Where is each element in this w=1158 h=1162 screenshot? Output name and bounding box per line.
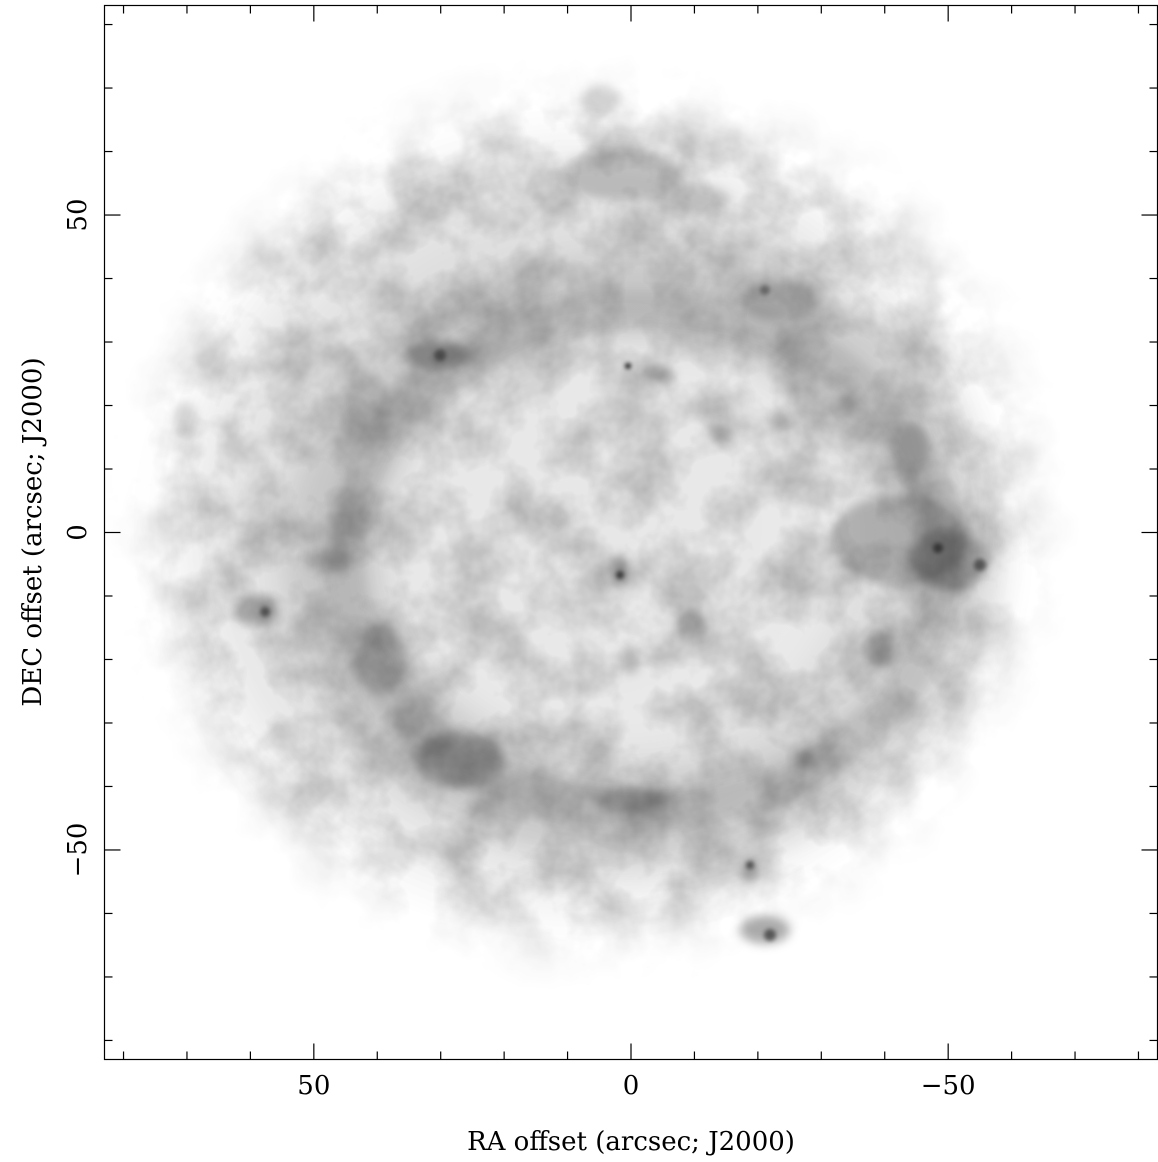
y-tick-label: −50 [63, 823, 93, 878]
remnant-image [104, 5, 1158, 1060]
x-tick-label: 50 [297, 1071, 330, 1101]
x-tick-label: 0 [623, 1071, 640, 1101]
x-tick-label: −50 [921, 1071, 976, 1101]
x-axis-label: RA offset (arcsec; J2000) [467, 1127, 795, 1157]
y-axis-label: DEC offset (arcsec; J2000) [18, 357, 48, 706]
axis-ticks [104, 5, 1158, 1060]
y-tick-label: 50 [63, 198, 93, 231]
axis-tick-labels: 50 0 −50 50 0 −50 [63, 198, 976, 1101]
y-tick-label: 0 [63, 524, 93, 541]
